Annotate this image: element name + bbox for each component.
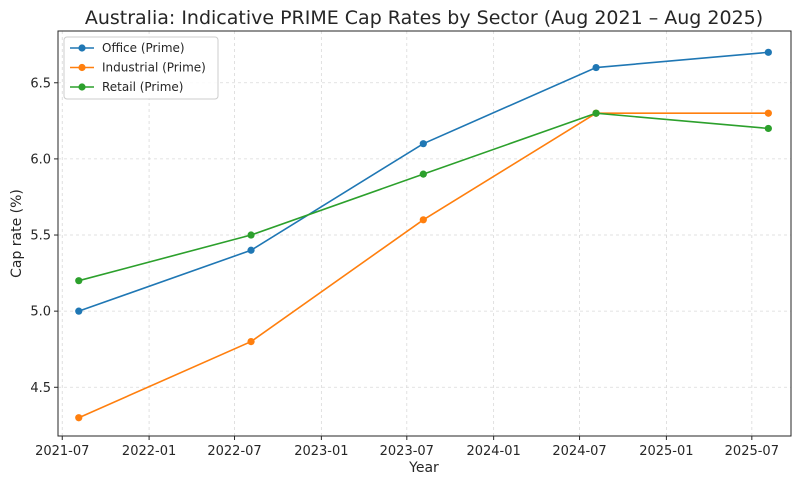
grid-lines bbox=[58, 31, 791, 436]
x-tick-label: 2021-07 bbox=[35, 444, 89, 459]
axis-ticks: 4.5 5.0 5.5 6.0 6.5 2021-07 2022-01 2022-07 2023… bbox=[30, 76, 779, 459]
series-2 bbox=[75, 109, 772, 422]
x-tick-label: 2025-01 bbox=[639, 444, 693, 459]
data-point bbox=[419, 140, 427, 148]
x-tick-label: 2022-01 bbox=[122, 444, 176, 459]
y-tick-label: 4.5 bbox=[30, 381, 51, 396]
y-tick-label: 5.0 bbox=[30, 305, 51, 320]
data-point bbox=[75, 414, 83, 422]
data-point bbox=[419, 170, 427, 178]
y-axis-label: Cap rate (%) bbox=[9, 189, 25, 278]
x-tick-label: 2025-07 bbox=[725, 444, 779, 459]
data-point bbox=[247, 246, 255, 254]
plot-frame bbox=[57, 30, 792, 437]
series-1 bbox=[75, 48, 772, 315]
legend-marker bbox=[78, 63, 86, 72]
data-point bbox=[247, 231, 255, 239]
series-line bbox=[78, 112, 769, 282]
data-point bbox=[75, 307, 83, 315]
data-point bbox=[764, 124, 772, 133]
legend-item: Retail (Prime) bbox=[70, 80, 183, 94]
x-tick-label: 2024-01 bbox=[466, 444, 520, 459]
legend-box bbox=[63, 36, 219, 100]
x-tick-label: 2022-07 bbox=[207, 444, 261, 459]
y-tick-label: 6.5 bbox=[30, 76, 51, 91]
data-point bbox=[419, 216, 427, 224]
legend-label: Retail (Prime) bbox=[102, 80, 183, 94]
data-point bbox=[764, 48, 772, 56]
legend-label: Office (Prime) bbox=[102, 41, 185, 55]
legend-marker bbox=[78, 44, 86, 52]
y-tick-label: 5.5 bbox=[30, 229, 51, 244]
legend: Office (Prime) Industrial (Prime) Retail (… bbox=[63, 36, 219, 100]
series-layer bbox=[75, 48, 772, 422]
y-tick-label: 6.0 bbox=[30, 152, 51, 167]
x-axis-label: Year bbox=[408, 460, 439, 476]
legend-item: Office (Prime) bbox=[70, 41, 185, 55]
x-tick-label: 2024-07 bbox=[552, 444, 606, 459]
data-point bbox=[592, 63, 600, 72]
x-tick-label: 2023-07 bbox=[380, 444, 434, 459]
data-point bbox=[764, 109, 772, 117]
data-point bbox=[247, 338, 255, 346]
series-3 bbox=[75, 109, 772, 285]
x-tick-label: 2023-01 bbox=[294, 444, 348, 459]
legend-item: Industrial (Prime) bbox=[70, 61, 206, 75]
data-point bbox=[75, 277, 83, 285]
legend-label: Industrial (Prime) bbox=[102, 61, 206, 75]
data-point bbox=[592, 109, 600, 117]
chart-title: Australia: Indicative PRIME Cap Rates by… bbox=[85, 7, 763, 29]
legend-marker bbox=[78, 83, 86, 91]
